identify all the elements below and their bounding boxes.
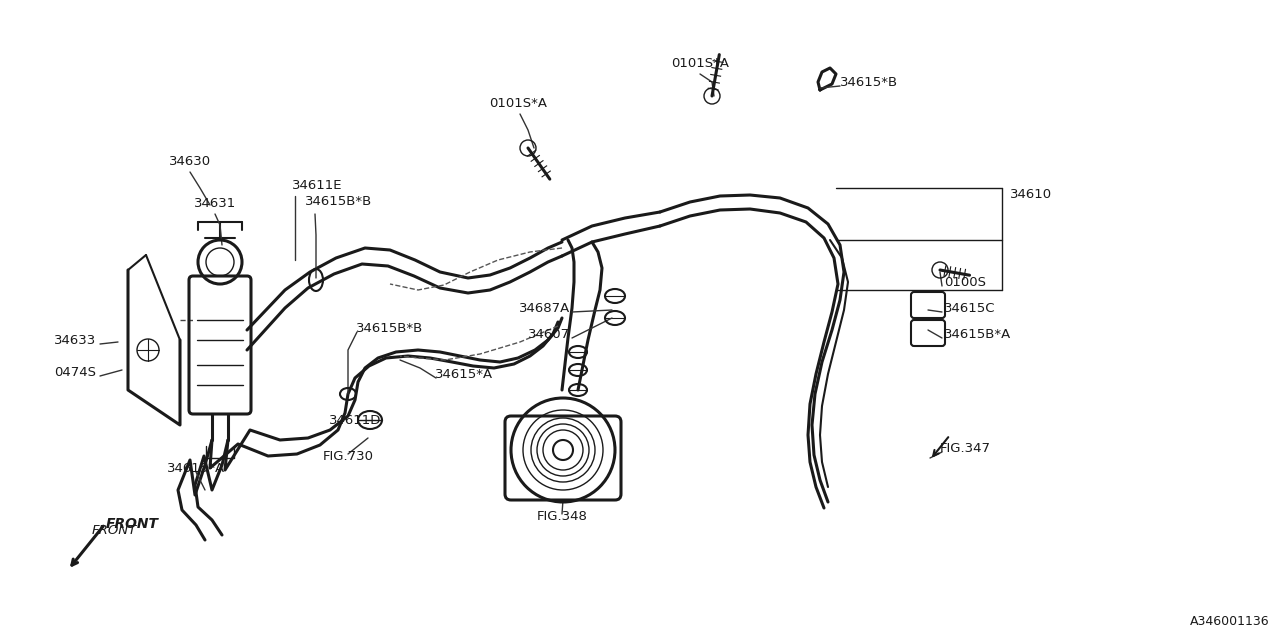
Text: 0474S: 0474S	[54, 365, 96, 378]
Text: 34615B*A: 34615B*A	[945, 328, 1011, 340]
Text: FRONT: FRONT	[92, 524, 137, 536]
Text: 34687A: 34687A	[518, 301, 570, 314]
Text: 34615C: 34615C	[945, 301, 996, 314]
Text: 0100S: 0100S	[945, 275, 986, 289]
Text: 34633: 34633	[54, 333, 96, 346]
Text: 34615*A: 34615*A	[435, 367, 493, 381]
Text: 34631: 34631	[193, 197, 236, 210]
Text: FRONT: FRONT	[106, 517, 159, 531]
Text: FIG.347: FIG.347	[940, 442, 991, 454]
Text: 0101S*A: 0101S*A	[671, 57, 730, 70]
Text: 34607: 34607	[527, 328, 570, 340]
Text: FIG.730: FIG.730	[323, 450, 374, 463]
Text: 34610: 34610	[1010, 188, 1052, 200]
Text: A346001136: A346001136	[1190, 615, 1270, 628]
Text: 34615*B: 34615*B	[840, 76, 899, 88]
Text: 34611E: 34611E	[292, 179, 343, 192]
Text: 34615B*B: 34615B*B	[356, 321, 424, 335]
Text: 34615*A: 34615*A	[166, 461, 225, 474]
Text: 34615B*B: 34615B*B	[305, 195, 372, 208]
Text: 0101S*A: 0101S*A	[489, 97, 547, 110]
Text: 34611D: 34611D	[329, 413, 381, 426]
Text: 34630: 34630	[169, 155, 211, 168]
Text: FIG.348: FIG.348	[536, 510, 588, 523]
